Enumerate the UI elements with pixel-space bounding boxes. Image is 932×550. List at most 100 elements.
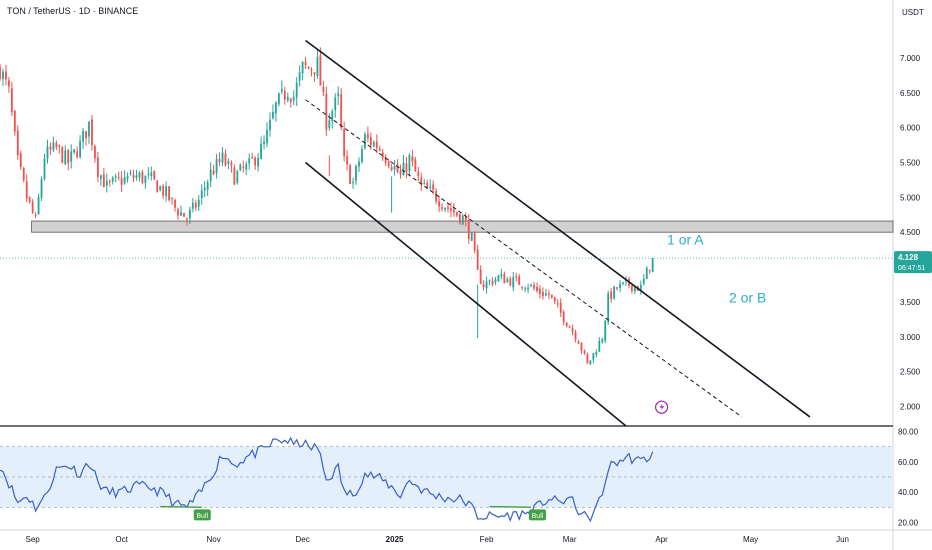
candle-body xyxy=(251,157,254,159)
price-tick-label: 5.000 xyxy=(900,193,921,202)
candle-body xyxy=(539,288,541,294)
divergence-line-1 xyxy=(160,505,202,508)
candle-body xyxy=(209,169,212,182)
candle-body xyxy=(366,134,369,138)
candle-body xyxy=(485,281,488,289)
candle-body xyxy=(233,167,236,185)
candle-body xyxy=(114,176,117,178)
candle-body xyxy=(509,278,512,286)
candle-body xyxy=(96,157,99,178)
candle-body xyxy=(171,198,173,200)
candle-body xyxy=(79,140,82,158)
time-tick-label: 2025 xyxy=(386,535,404,544)
candle-body xyxy=(515,276,518,278)
candle-body xyxy=(363,134,366,148)
time-tick-label: Oct xyxy=(115,535,128,544)
candle-body xyxy=(185,218,188,220)
candle-body xyxy=(2,71,4,79)
candle-body xyxy=(408,155,411,172)
candle-body xyxy=(269,119,271,131)
candle-body xyxy=(283,91,286,100)
time-tick-label: Apr xyxy=(655,535,668,544)
candle-body xyxy=(503,274,506,284)
candle-body xyxy=(375,141,378,149)
candle-body xyxy=(610,291,613,300)
candle-body xyxy=(64,150,67,165)
candle-body xyxy=(556,303,559,305)
candle-body xyxy=(633,286,636,292)
candle-body xyxy=(263,141,265,145)
candle-body xyxy=(482,284,485,287)
candle-body xyxy=(85,131,87,139)
rsi-tick-label: 60.00 xyxy=(898,458,919,467)
candle-body xyxy=(94,146,96,159)
candle-body xyxy=(126,176,129,179)
candle-body xyxy=(361,149,363,162)
candle-body xyxy=(242,166,245,169)
currency-label: USDT xyxy=(902,8,924,17)
candle-body xyxy=(458,214,461,224)
candle-body xyxy=(429,186,432,188)
price-tick-label: 2.000 xyxy=(900,402,921,411)
candle-body xyxy=(168,186,171,201)
last-price-badge xyxy=(894,251,932,274)
candle-body xyxy=(423,183,426,185)
candle-body xyxy=(349,165,351,185)
candle-body xyxy=(527,287,530,290)
candle-body xyxy=(432,184,435,190)
candle-body xyxy=(153,170,156,180)
time-tick-label: Sep xyxy=(26,535,41,544)
candle-body xyxy=(40,179,43,199)
candle-body xyxy=(355,165,357,181)
candle-body xyxy=(533,285,535,289)
time-tick-label: Jun xyxy=(836,535,849,544)
candle-body xyxy=(399,171,402,175)
candle-body xyxy=(506,279,509,283)
candle-body xyxy=(174,199,176,208)
candle-body xyxy=(625,279,627,282)
candle-body xyxy=(435,191,438,202)
candle-body xyxy=(76,151,79,157)
candle-body xyxy=(491,280,494,285)
candle-body xyxy=(455,212,458,216)
candle-body xyxy=(316,56,319,77)
candle-body xyxy=(105,180,108,186)
candle-body xyxy=(236,171,239,184)
candle-body xyxy=(274,102,277,114)
wave-label-2-or-b: 2 or B xyxy=(729,289,766,305)
candle-body xyxy=(301,61,304,74)
candle-body xyxy=(25,181,28,199)
candle-body xyxy=(447,207,449,209)
candle-body xyxy=(215,158,218,174)
candle-body xyxy=(479,269,482,284)
candle-body xyxy=(111,177,114,182)
lightning-glyph xyxy=(659,403,665,412)
price-tick-label: 6.000 xyxy=(900,124,921,133)
candle-body xyxy=(67,149,70,164)
time-tick-label: Nov xyxy=(206,535,220,544)
candle-body xyxy=(191,202,194,209)
price-tick-label: 6.500 xyxy=(900,89,921,98)
channel-mid-line xyxy=(305,99,742,418)
candle-body xyxy=(565,322,568,327)
candle-body xyxy=(10,88,13,113)
candle-body xyxy=(120,178,123,185)
candle-body xyxy=(642,278,645,284)
candle-body xyxy=(402,162,405,176)
candle-body xyxy=(88,121,90,137)
rsi-tick-label: 20.00 xyxy=(898,518,919,527)
candle-body xyxy=(346,156,349,165)
candle-body xyxy=(631,285,633,292)
candle-body xyxy=(589,360,592,365)
candle-body xyxy=(99,175,102,179)
candle-body xyxy=(162,185,165,196)
candle-body xyxy=(28,196,31,202)
candle-body xyxy=(461,215,464,225)
candle-body xyxy=(524,288,527,290)
candle-body xyxy=(280,89,283,92)
candle-body xyxy=(651,258,654,273)
candle-body xyxy=(592,353,595,360)
bull-badge-label: Bull xyxy=(532,513,544,520)
candle-body xyxy=(289,98,292,102)
